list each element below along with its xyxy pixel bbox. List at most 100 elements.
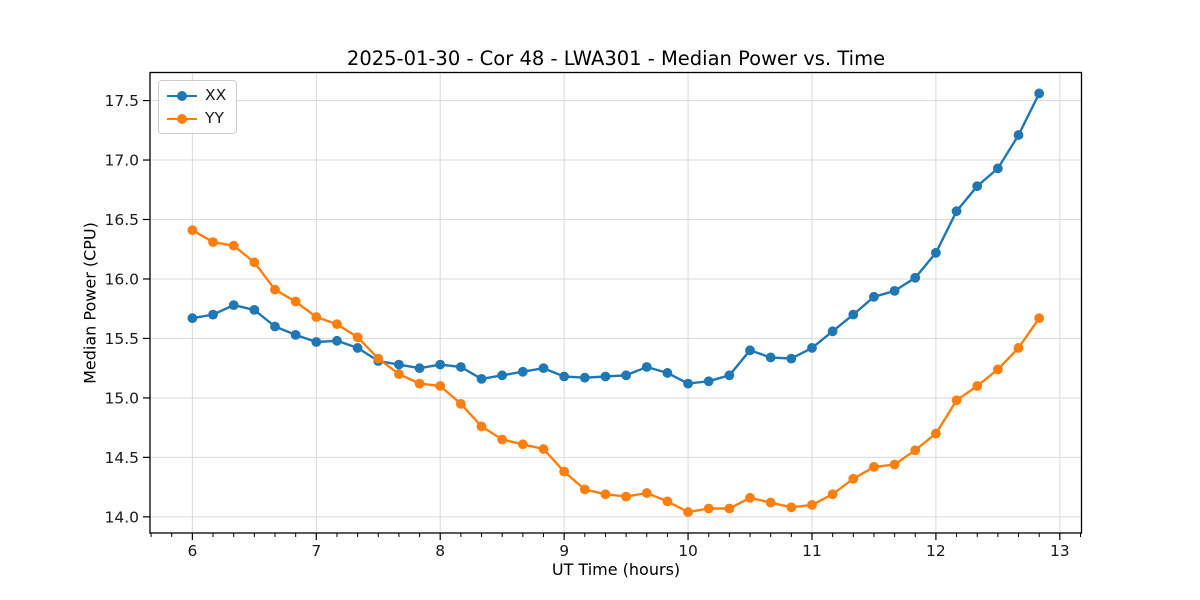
data-point-marker-xx bbox=[270, 321, 280, 332]
y-tick-label: 16.0 bbox=[104, 270, 139, 288]
data-point-marker-yy bbox=[455, 398, 466, 409]
legend-label-yy: YY bbox=[205, 108, 224, 127]
data-point-marker-yy bbox=[910, 445, 921, 456]
data-point-marker-xx bbox=[455, 362, 466, 372]
data-point-marker-yy bbox=[992, 364, 1003, 375]
data-point-marker-xx bbox=[972, 181, 983, 192]
data-point-marker-xx bbox=[641, 362, 652, 372]
y-tick-label: 16.5 bbox=[104, 211, 139, 229]
x-tick-label: 6 bbox=[187, 542, 197, 560]
data-point-marker-yy bbox=[538, 444, 549, 454]
legend-item-xx: XX bbox=[167, 86, 226, 105]
data-point-marker-xx bbox=[765, 352, 776, 363]
data-point-marker-xx bbox=[910, 272, 921, 283]
data-point-marker-yy bbox=[807, 500, 817, 510]
data-point-marker-xx bbox=[724, 370, 735, 381]
data-point-marker-yy bbox=[208, 237, 218, 247]
data-point-marker-yy bbox=[435, 381, 446, 391]
data-point-marker-xx bbox=[476, 373, 487, 384]
data-point-marker-yy bbox=[621, 491, 631, 502]
data-point-marker-yy bbox=[311, 312, 322, 322]
data-point-marker-yy bbox=[373, 353, 384, 364]
data-point-marker-xx bbox=[662, 368, 673, 378]
x-tick-label: 12 bbox=[926, 542, 946, 560]
data-point-marker-xx bbox=[930, 247, 941, 258]
chart-title: 2025-01-30 - Cor 48 - LWA301 - Median Po… bbox=[346, 47, 886, 70]
data-point-marker-yy bbox=[476, 421, 487, 432]
data-point-marker-xx bbox=[249, 304, 260, 315]
data-point-marker-xx bbox=[869, 291, 879, 302]
data-point-marker-yy bbox=[786, 502, 797, 513]
data-point-marker-yy bbox=[270, 284, 280, 295]
x-tick-label: 11 bbox=[802, 542, 822, 560]
data-point-marker-yy bbox=[930, 428, 941, 439]
data-point-marker-xx bbox=[352, 343, 363, 353]
data-point-marker-xx bbox=[517, 366, 528, 377]
data-point-marker-xx bbox=[827, 326, 838, 337]
data-point-marker-yy bbox=[579, 484, 590, 495]
data-point-marker-yy bbox=[187, 225, 198, 236]
legend-label-xx: XX bbox=[205, 85, 227, 104]
data-point-marker-yy bbox=[394, 369, 404, 380]
data-point-marker-xx bbox=[414, 363, 425, 374]
data-point-marker-xx bbox=[579, 372, 590, 383]
data-point-marker-yy bbox=[683, 507, 693, 517]
data-point-marker-yy bbox=[951, 395, 962, 406]
y-tick-label: 17.5 bbox=[104, 92, 139, 110]
data-point-marker-xx bbox=[435, 359, 446, 370]
data-point-marker-yy bbox=[889, 459, 900, 470]
x-tick-label: 13 bbox=[1050, 542, 1070, 560]
data-point-marker-yy bbox=[559, 466, 570, 477]
y-tick-label: 14.0 bbox=[104, 508, 139, 526]
y-tick-label: 14.5 bbox=[104, 449, 139, 467]
legend-marker-xx-icon bbox=[167, 90, 197, 101]
data-point-marker-yy bbox=[765, 497, 776, 508]
data-point-marker-yy bbox=[848, 473, 859, 484]
data-point-marker-yy bbox=[724, 503, 735, 514]
data-point-marker-xx bbox=[208, 309, 218, 320]
y-axis-label: Median Power (CPU) bbox=[80, 222, 100, 384]
legend-item-yy: YY bbox=[167, 109, 226, 128]
x-tick-label: 8 bbox=[435, 542, 445, 560]
data-point-marker-xx bbox=[228, 300, 239, 311]
y-tick-label: 17.0 bbox=[104, 152, 139, 170]
x-tick-label: 7 bbox=[311, 542, 321, 560]
data-point-marker-xx bbox=[187, 313, 198, 324]
data-point-marker-yy bbox=[517, 439, 528, 450]
data-point-marker-yy bbox=[414, 378, 425, 389]
x-tick-label: 9 bbox=[559, 542, 569, 560]
data-point-marker-yy bbox=[600, 489, 611, 500]
data-point-marker-xx bbox=[394, 359, 404, 370]
data-point-marker-xx bbox=[497, 370, 508, 381]
legend: XX YY bbox=[158, 80, 238, 134]
data-point-marker-xx bbox=[786, 353, 797, 364]
data-point-marker-yy bbox=[641, 488, 652, 498]
data-point-marker-xx bbox=[703, 376, 714, 387]
data-point-marker-xx bbox=[311, 337, 322, 347]
y-tick-label: 15.5 bbox=[104, 330, 139, 348]
data-point-marker-xx bbox=[538, 363, 549, 374]
data-point-marker-yy bbox=[290, 296, 301, 307]
data-point-marker-yy bbox=[228, 240, 239, 251]
data-point-marker-yy bbox=[745, 492, 755, 503]
data-point-marker-xx bbox=[1013, 130, 1024, 140]
x-tick-label: 10 bbox=[678, 542, 698, 560]
data-point-marker-xx bbox=[332, 335, 342, 346]
data-point-marker-xx bbox=[621, 370, 631, 381]
data-point-marker-xx bbox=[951, 206, 962, 217]
data-point-marker-xx bbox=[559, 371, 570, 382]
data-point-marker-xx bbox=[889, 285, 900, 296]
data-point-marker-xx bbox=[683, 378, 693, 389]
legend-marker-yy-icon bbox=[167, 113, 197, 124]
data-point-marker-yy bbox=[1034, 313, 1045, 324]
data-point-marker-yy bbox=[249, 257, 260, 268]
data-point-marker-xx bbox=[1034, 88, 1045, 99]
data-point-marker-xx bbox=[992, 163, 1003, 174]
data-point-marker-yy bbox=[497, 434, 508, 445]
data-point-marker-yy bbox=[827, 489, 838, 500]
data-point-marker-yy bbox=[332, 319, 342, 330]
x-axis-label: UT Time (hours) bbox=[551, 560, 681, 579]
data-point-marker-xx bbox=[745, 345, 755, 356]
